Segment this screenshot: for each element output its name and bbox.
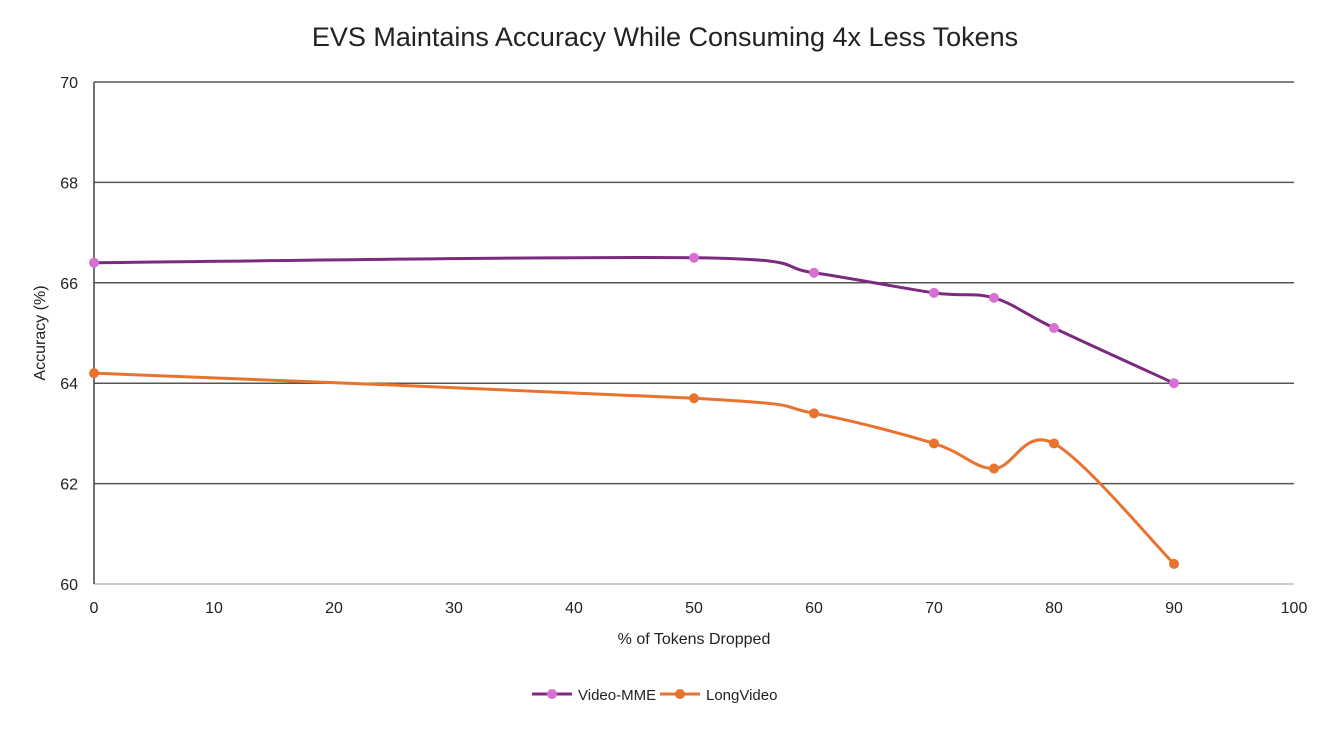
x-axis-ticks: 0 10 20 30 40 50 60 70 80 90 100 bbox=[90, 600, 1308, 617]
data-point bbox=[1169, 378, 1179, 389]
data-point bbox=[89, 257, 99, 268]
data-point bbox=[689, 252, 699, 263]
data-point bbox=[929, 287, 939, 298]
legend-marker-icon bbox=[547, 689, 557, 699]
chart-title: EVS Maintains Accuracy While Consuming 4… bbox=[312, 22, 1018, 52]
x-tick-label: 50 bbox=[685, 600, 703, 617]
data-point bbox=[809, 267, 819, 278]
y-tick-label: 66 bbox=[60, 276, 78, 293]
y-tick-label: 64 bbox=[60, 376, 78, 393]
legend-label: Video-MME bbox=[578, 687, 656, 704]
y-tick-label: 70 bbox=[60, 75, 78, 92]
x-tick-label: 100 bbox=[1281, 600, 1308, 617]
y-axis-ticks: 60 62 64 66 68 70 bbox=[60, 75, 78, 594]
x-tick-label: 80 bbox=[1045, 600, 1063, 617]
data-point bbox=[989, 292, 999, 303]
series-video-mme bbox=[89, 252, 1179, 389]
legend-marker-icon bbox=[675, 689, 685, 699]
y-tick-label: 68 bbox=[60, 175, 78, 192]
legend-item: LongVideo bbox=[660, 687, 777, 704]
series-line bbox=[93, 255, 1175, 385]
x-tick-label: 70 bbox=[925, 600, 943, 617]
data-point bbox=[689, 393, 699, 404]
data-point bbox=[1049, 438, 1059, 449]
data-point bbox=[989, 463, 999, 474]
x-tick-label: 40 bbox=[565, 600, 583, 617]
y-tick-label: 60 bbox=[60, 577, 78, 594]
data-point bbox=[929, 438, 939, 449]
x-tick-label: 90 bbox=[1165, 600, 1183, 617]
y-tick-label: 62 bbox=[60, 477, 78, 494]
x-tick-label: 20 bbox=[325, 600, 343, 617]
data-point bbox=[1169, 558, 1179, 569]
series-line bbox=[93, 371, 1176, 565]
data-point bbox=[809, 408, 819, 419]
series-longvideo bbox=[89, 368, 1179, 569]
legend-item: Video-MME bbox=[532, 687, 656, 704]
legend: Video-MME LongVideo bbox=[532, 687, 777, 704]
y-axis-label: Accuracy (%) bbox=[32, 285, 49, 380]
legend-label: LongVideo bbox=[706, 687, 777, 704]
gridlines bbox=[93, 81, 1294, 585]
x-tick-label: 60 bbox=[805, 600, 823, 617]
x-tick-label: 10 bbox=[205, 600, 223, 617]
x-tick-label: 30 bbox=[445, 600, 463, 617]
x-tick-label: 0 bbox=[90, 600, 99, 617]
series-group bbox=[89, 252, 1179, 569]
x-axis-label: % of Tokens Dropped bbox=[618, 631, 771, 648]
data-point bbox=[89, 368, 99, 379]
data-point bbox=[1049, 322, 1059, 333]
